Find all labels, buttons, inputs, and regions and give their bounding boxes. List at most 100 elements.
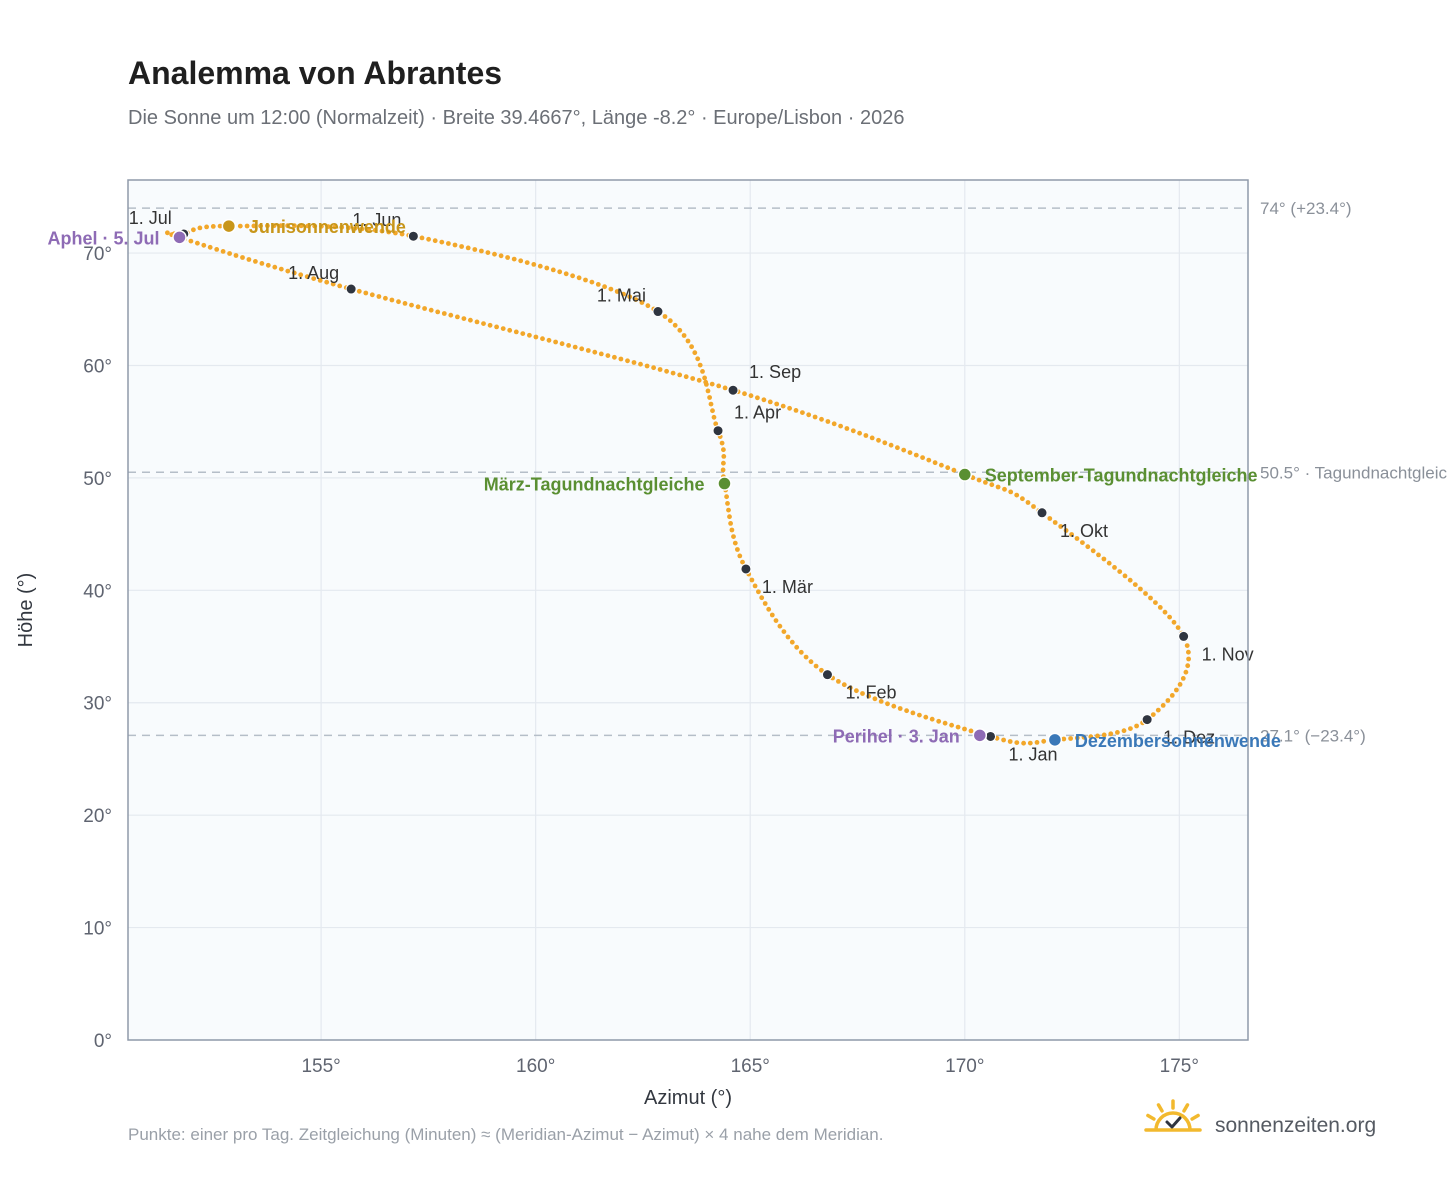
event-label: September-Tagundnachtgleiche [985,466,1258,486]
analemma-dot [735,547,740,552]
analemma-dot [1160,703,1166,708]
month-label: 1. Nov [1202,644,1254,664]
analemma-dot [265,262,271,268]
analemma-dot [435,309,441,315]
reference-line-label: 50.5° · Tagundnachtgleiche [1260,463,1448,482]
analemma-dot [847,685,853,691]
event-label: Aphel · 5. Jul [47,228,159,248]
analemma-dot [237,223,243,229]
x-tick-label: 170° [945,1056,984,1077]
analemma-dot [825,419,831,424]
month-label: 1. Aug [288,263,339,283]
analemma-dot [1183,669,1189,675]
analemma-dot [756,589,761,595]
analemma-dot [312,223,318,229]
analemma-dot [740,559,745,565]
analemma-dot [1008,489,1014,495]
analemma-dot [1186,649,1191,655]
analemma-dot [566,343,571,348]
analemma-dot [332,224,338,230]
analemma-dot [681,333,687,338]
analemma-dot [657,367,663,372]
analemma-dot [233,253,239,258]
x-axis-label: Azimut (°) [644,1087,732,1109]
month-label: 1. Sep [749,362,801,382]
analemma-dot [1162,609,1168,615]
event-label: Junisonnenwende [249,217,406,237]
analemma-dot [518,258,524,264]
analemma-dot [857,430,862,436]
month-label: 1. Jan [1009,744,1058,764]
analemma-dot [415,304,421,310]
analemma-dot [253,259,258,264]
analemma-dot [869,435,875,441]
analemma-dot [352,225,358,231]
analemma-dot [428,307,434,313]
analemma-dot [755,395,760,401]
analemma-dot [690,376,696,381]
analemma-dot [540,336,545,342]
analemma-dot [188,238,194,244]
analemma-dot [251,223,257,229]
analemma-dot [813,663,819,669]
analemma-dot [278,223,284,229]
brand-logo[interactable]: sonnenzeiten.org [1144,1099,1376,1137]
x-tick-label: 155° [301,1056,340,1077]
analemma-dot [949,722,954,728]
analemma-dot [710,408,715,414]
analemma-dot [376,294,382,299]
analemma-dot [589,279,595,285]
analemma-dot [441,311,447,316]
analemma-dot [719,440,725,446]
analemma-dot [695,356,701,362]
analemma-dot [1108,731,1114,737]
analemma-dot [1020,496,1025,502]
analemma-dot [265,223,270,229]
analemma-dot [844,426,850,431]
analemma-dot [696,377,702,383]
analemma-dot [806,412,812,418]
y-tick-label: 10° [83,919,112,940]
analemma-dot [968,728,974,734]
analemma-dot [785,634,791,640]
analemma-dot [366,227,371,232]
analemma-dot [774,401,780,407]
analemma-dot [1058,524,1064,529]
analemma-dot [1134,723,1139,729]
analemma-dot [325,224,331,230]
analemma-dot [726,507,731,513]
month-label: 1. Apr [734,403,781,423]
analemma-dot [339,224,345,230]
month-marker [345,283,357,295]
analemma-dot [1150,712,1156,717]
analemma-dot [1069,532,1074,537]
analemma-dot [689,344,694,350]
analemma-dot [579,346,585,352]
analemma-dot [713,421,719,427]
month-label: 1. Mai [597,286,646,306]
analemma-dot [1186,656,1191,662]
reference-lines: 74° (+23.4°) 50.5° · Tagundnachtgleiche 27… [128,199,1448,745]
analemma-dot [781,629,787,634]
analemma-dot [585,348,591,353]
analemma-dot [945,465,951,471]
analemma-dot [838,423,843,429]
analemma-dot [638,361,643,367]
month-label: 1. Okt [1060,521,1108,541]
analemma-dot [396,299,401,305]
analemma-dot [831,421,837,427]
analemma-dot [439,239,445,245]
analemma-dot [618,356,624,362]
analemma-dot [872,696,878,702]
analemma-dot [910,710,916,716]
event-label: März-Tagundnachtgleiche [484,475,705,495]
analemma-dot [1171,619,1177,625]
month-label: 1. Dez [1163,728,1215,748]
analemma-dot [677,372,683,378]
analemma-dot [1002,486,1007,492]
analemma-dot [197,225,203,231]
analemma-dot [711,414,717,420]
reference-line-label: 27.1° (−23.4°) [1260,726,1366,745]
analemma-dot [1153,600,1158,605]
analemma-dot [210,224,216,229]
